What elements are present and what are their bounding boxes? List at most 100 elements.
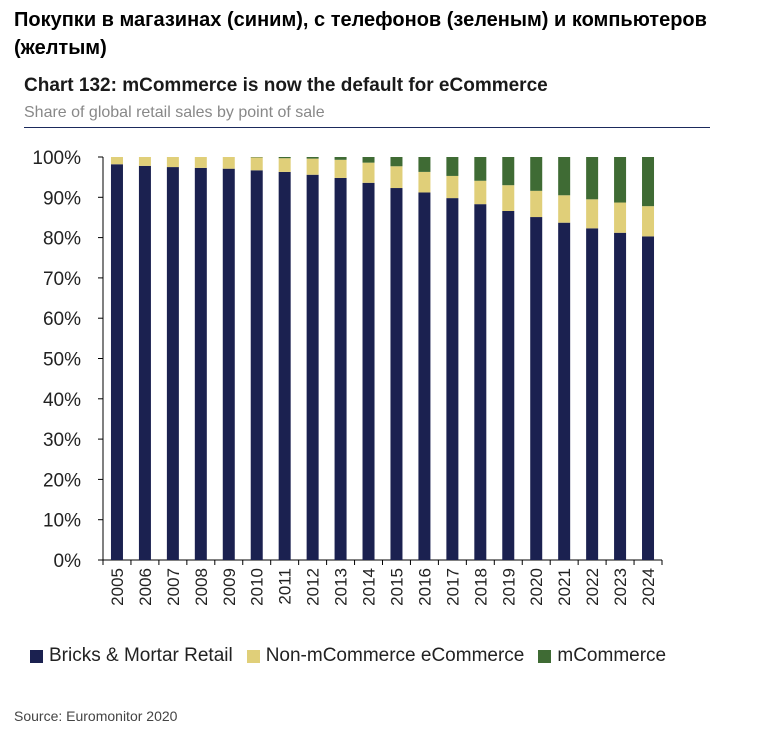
bar-segment bbox=[446, 157, 459, 176]
x-tick-label: 2015 bbox=[387, 568, 406, 606]
y-tick-label: 100% bbox=[32, 148, 81, 169]
chart-legend: Bricks & Mortar Retail Non-mCommerce eCo… bbox=[30, 645, 680, 667]
y-tick-label: 90% bbox=[43, 188, 81, 209]
bar-segment bbox=[474, 204, 487, 560]
y-tick-label: 20% bbox=[43, 470, 81, 491]
legend-swatch-bricks bbox=[30, 649, 43, 663]
legend-item-non-mcommerce: Non-mCommerce eCommerce bbox=[246, 645, 525, 667]
x-tick-label: 2024 bbox=[639, 568, 658, 606]
x-tick-label: 2012 bbox=[304, 568, 323, 606]
x-tick-label: 2005 bbox=[108, 568, 127, 606]
legend-item-bricks: Bricks & Mortar Retail bbox=[30, 645, 233, 667]
bar-segment bbox=[306, 157, 319, 159]
bar-segment bbox=[502, 157, 515, 186]
x-tick-label: 2011 bbox=[276, 568, 295, 605]
x-tick-label: 2017 bbox=[443, 568, 462, 606]
bar-segment bbox=[138, 165, 151, 560]
stacked-bar-chart: 0% 10% 20% 30% 40% 50% 60% 70% 80% 90% 100% 2005 200… bbox=[32, 148, 663, 606]
x-tick-label: 2009 bbox=[220, 568, 239, 606]
bar-segment bbox=[614, 157, 627, 203]
bar-segment bbox=[222, 168, 235, 560]
y-tick-label: 0% bbox=[54, 551, 82, 572]
bar-segment bbox=[110, 157, 123, 165]
bar-segment bbox=[614, 232, 627, 560]
bar-segment bbox=[390, 166, 403, 189]
bar-segment bbox=[586, 199, 599, 229]
y-tick-label: 30% bbox=[43, 430, 81, 451]
bar-segment bbox=[418, 171, 431, 193]
bar-segment bbox=[502, 211, 515, 560]
page-heading: Покупки в магазинах (синим), с телефонов… bbox=[14, 9, 707, 59]
legend-label-non-mcommerce: Non-mCommerce eCommerce bbox=[265, 645, 525, 666]
legend-swatch-mcommerce bbox=[538, 649, 552, 663]
legend-item-mcommerce: mCommerce bbox=[538, 645, 666, 667]
x-tick-label: 2023 bbox=[611, 568, 630, 606]
bar-segment bbox=[278, 171, 291, 560]
chart-title: Chart 132: mCommerce is now the default … bbox=[24, 75, 548, 96]
x-tick-label: 2007 bbox=[164, 568, 183, 606]
x-tick-label: 2010 bbox=[248, 568, 267, 606]
title-divider bbox=[24, 127, 710, 128]
x-tick-label: 2020 bbox=[527, 568, 546, 606]
bar-segment bbox=[642, 236, 655, 560]
bar-segment bbox=[306, 174, 319, 561]
bar-segment bbox=[530, 157, 543, 191]
bar-segment bbox=[558, 195, 571, 223]
bar-segment bbox=[642, 157, 655, 207]
bar-segment bbox=[278, 157, 291, 159]
bar-segment bbox=[446, 175, 459, 199]
source-note: Source: Euromonitor 2020 bbox=[14, 708, 178, 724]
bar-segment bbox=[362, 162, 375, 183]
x-tick-label: 2016 bbox=[415, 568, 434, 606]
bar-segment bbox=[278, 158, 291, 172]
bar-segment bbox=[418, 192, 431, 560]
bar-segment bbox=[250, 170, 263, 561]
chart-subtitle: Share of global retail sales by point of… bbox=[24, 104, 325, 121]
bar-segment bbox=[418, 157, 431, 172]
bar-segment bbox=[166, 157, 179, 168]
legend-swatch-non-mcommerce bbox=[246, 649, 260, 663]
bar-segment bbox=[194, 157, 207, 168]
y-tick-label: 70% bbox=[43, 269, 81, 290]
x-tick-label: 2013 bbox=[332, 568, 351, 606]
y-tick-label: 10% bbox=[43, 511, 81, 532]
bar-segment bbox=[530, 190, 543, 218]
bar-segment bbox=[474, 157, 487, 181]
bar-segment bbox=[110, 164, 123, 560]
bar-segment bbox=[530, 217, 543, 561]
y-tick-label: 60% bbox=[43, 309, 81, 330]
x-tick-label: 2006 bbox=[136, 568, 155, 606]
bar-segment bbox=[390, 188, 403, 560]
bar-segment bbox=[222, 157, 235, 169]
bar-segment bbox=[474, 180, 487, 205]
x-tick-label: 2021 bbox=[555, 568, 574, 606]
bar-segment bbox=[194, 167, 207, 560]
legend-label-bricks: Bricks & Mortar Retail bbox=[49, 645, 233, 666]
bar-segment bbox=[334, 157, 347, 160]
bar-segment bbox=[362, 157, 375, 163]
x-tick-label: 2014 bbox=[360, 568, 379, 606]
bar-segment bbox=[390, 157, 403, 167]
x-tick-label: 2008 bbox=[192, 568, 211, 606]
bar-segment bbox=[306, 158, 319, 175]
bar-segment bbox=[334, 159, 347, 178]
y-tick-label: 40% bbox=[43, 390, 81, 411]
bar-segment bbox=[138, 157, 151, 166]
bar-segment bbox=[614, 202, 627, 233]
y-tick-label: 80% bbox=[43, 229, 81, 250]
bar-segment bbox=[166, 167, 179, 560]
x-tick-label: 2018 bbox=[471, 568, 490, 606]
x-tick-label: 2022 bbox=[583, 568, 602, 606]
bar-segment bbox=[586, 157, 599, 200]
bar-segment bbox=[502, 185, 515, 211]
x-tick-label: 2019 bbox=[499, 568, 518, 606]
bar-segment bbox=[334, 177, 347, 560]
legend-label-mcommerce: mCommerce bbox=[557, 645, 667, 666]
bar-segment bbox=[250, 157, 263, 171]
bar-segment bbox=[558, 157, 571, 196]
bar-segment bbox=[362, 182, 375, 561]
bar-segment bbox=[558, 222, 571, 560]
bar-segment bbox=[586, 228, 599, 560]
bar-segment bbox=[642, 206, 655, 237]
y-tick-label: 50% bbox=[43, 350, 81, 371]
